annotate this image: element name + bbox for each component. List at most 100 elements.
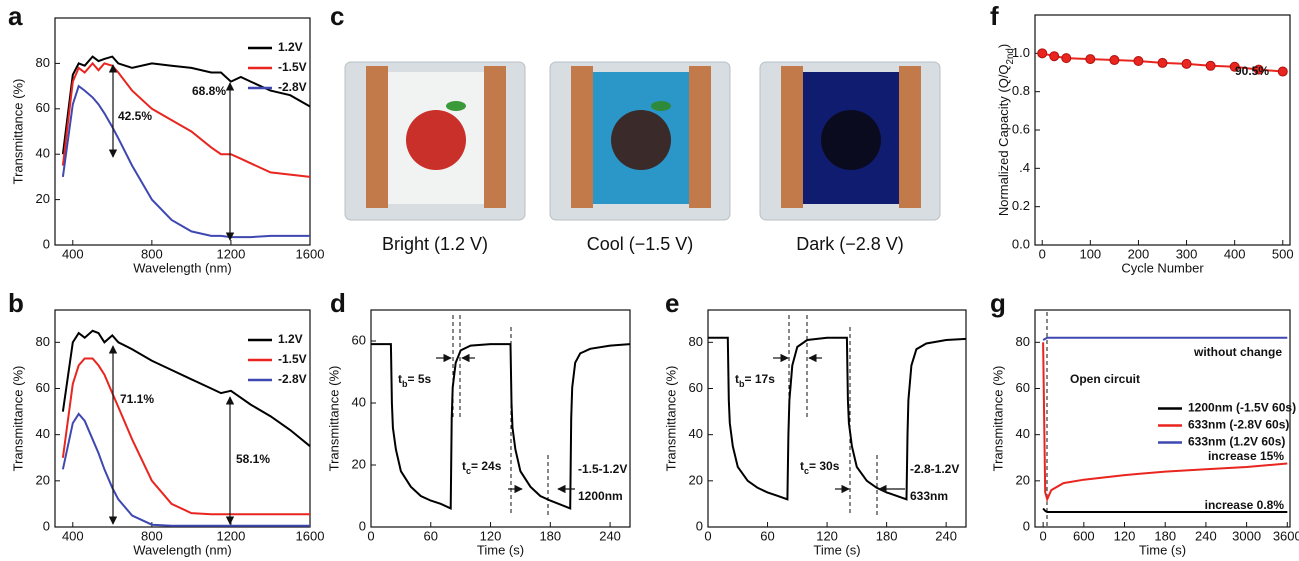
legend-label: 633nm (1.2V 60s) (1188, 435, 1285, 449)
series-line (371, 344, 630, 508)
plot-frame (55, 310, 310, 527)
panel-label: b (8, 288, 24, 318)
y-tick-label: 0 (1023, 518, 1030, 533)
series-line (63, 86, 310, 237)
y-tick-label: 20 (1016, 472, 1030, 487)
x-tick-label: 120 (816, 528, 838, 543)
y-tick-label: 40 (36, 146, 50, 161)
series-line (63, 359, 310, 515)
legend-label: -1.5V (278, 60, 307, 74)
annotation: increase 15% (1208, 449, 1284, 463)
y-axis-title: Transmittance (%) (663, 366, 678, 472)
marker (1158, 58, 1167, 67)
y-axis-title: Transmittance (%) (326, 366, 341, 472)
figure: c Bright (1.2 V) Cool (−1.5 V) Dark (−2.… (0, 0, 1299, 561)
plot-frame (55, 18, 310, 245)
legend-label: 633nm (-2.8V 60s) (1188, 418, 1289, 432)
photo-caption: Dark (−2.8 V) (796, 234, 904, 254)
x-tick-label: 0 (704, 528, 711, 543)
annotation: -2.8-1.2V (910, 462, 959, 476)
x-tick-label: 240 (1195, 528, 1217, 543)
panel-label: a (8, 1, 23, 31)
x-tick-label: 180 (539, 528, 561, 543)
y-tick-label: 60 (1016, 380, 1030, 395)
annotation: Open circuit (1070, 372, 1140, 386)
annotation: 71.1% (120, 392, 154, 406)
photo-caption: Cool (−1.5 V) (587, 234, 694, 254)
x-tick-label: 1200 (216, 246, 245, 261)
x-tick-label: 800 (141, 528, 163, 543)
x-tick-label: 300 (1176, 246, 1198, 261)
x-tick-label: 60 (760, 528, 774, 543)
photo-bright (345, 62, 525, 220)
y-tick-label: 0 (43, 518, 50, 533)
x-axis-title: Wavelength (nm) (133, 542, 232, 557)
x-tick-label: 120 (480, 528, 502, 543)
text-part: -1.5-1.2V (578, 462, 627, 476)
text-part: = 5s (408, 372, 432, 386)
y-tick-label: 40 (352, 394, 366, 409)
y-tick-label: 0.8 (1012, 83, 1030, 98)
y-tick-label: 0.2 (1012, 198, 1030, 213)
panel-label: g (990, 288, 1006, 318)
y-tick-label: 40 (1016, 426, 1030, 441)
y-tick-label: 0 (359, 518, 366, 533)
x-tick-label: 180 (876, 528, 898, 543)
annotation: tc= 24s (462, 459, 502, 476)
annotation: 1200nm (578, 489, 623, 503)
panel-label: c (330, 1, 344, 31)
x-tick-label: 0 (1040, 528, 1047, 543)
y-tick-label: 0 (43, 236, 50, 251)
text-part: ) (996, 44, 1011, 48)
marker (1182, 59, 1191, 68)
y-tick-label: 80 (1016, 334, 1030, 349)
subscript: 2nd (1005, 48, 1016, 64)
annotation: 633nm (910, 489, 948, 503)
marker (1086, 55, 1095, 64)
annotation: tc= 30s (800, 459, 840, 476)
x-tick-label: 400 (62, 528, 84, 543)
text-part: 633nm (910, 489, 948, 503)
annotation: tb= 17s (735, 372, 775, 389)
legend-label: -2.8V (278, 372, 307, 386)
y-tick-label: 20 (36, 191, 50, 206)
text-part: -2.8-1.2V (910, 462, 959, 476)
x-tick-label: 180 (1154, 528, 1176, 543)
text-part: 58.1% (236, 452, 270, 466)
y-tick-label: 60 (352, 332, 366, 347)
x-axis-title: Time (s) (813, 542, 860, 557)
y-tick-label: 20 (352, 456, 366, 471)
legend-label: 1.2V (278, 40, 303, 54)
x-tick-label: 120 (1114, 528, 1136, 543)
text-part: Normalized Capacity (Q/Q (996, 64, 1011, 216)
marker (1206, 61, 1215, 70)
y-tick-label: 20 (689, 472, 703, 487)
panel-label: d (330, 288, 346, 318)
annotation: tb= 5s (398, 372, 432, 389)
y-tick-label: 0.6 (1012, 121, 1030, 136)
x-tick-label: 240 (599, 528, 621, 543)
text-part: = 30s (809, 459, 840, 473)
y-tick-label: 60 (36, 380, 50, 395)
text-part: increase 15% (1208, 449, 1284, 463)
x-axis-title: Time (s) (477, 542, 524, 557)
text-part: = 24s (471, 459, 502, 473)
y-tick-label: 60 (689, 380, 703, 395)
series-line (1043, 338, 1287, 340)
x-tick-label: 60 (424, 528, 438, 543)
y-tick-label: 0 (696, 518, 703, 533)
legend-label: -2.8V (278, 80, 307, 94)
x-tick-label: 500 (1272, 246, 1294, 261)
y-tick-label: 60 (36, 100, 50, 115)
annotation: increase 0.8% (1205, 498, 1285, 512)
text-part: 90.5% (1235, 64, 1269, 78)
marker (1062, 54, 1071, 63)
plot-frame (1035, 15, 1290, 245)
panel-label: e (665, 288, 679, 318)
y-tick-label: 80 (36, 55, 50, 70)
marker (1134, 57, 1143, 66)
x-axis-title: Time (s) (1139, 542, 1186, 557)
text-part: 71.1% (120, 392, 154, 406)
marker (1110, 56, 1119, 65)
y-axis-title: Transmittance (%) (10, 366, 25, 472)
